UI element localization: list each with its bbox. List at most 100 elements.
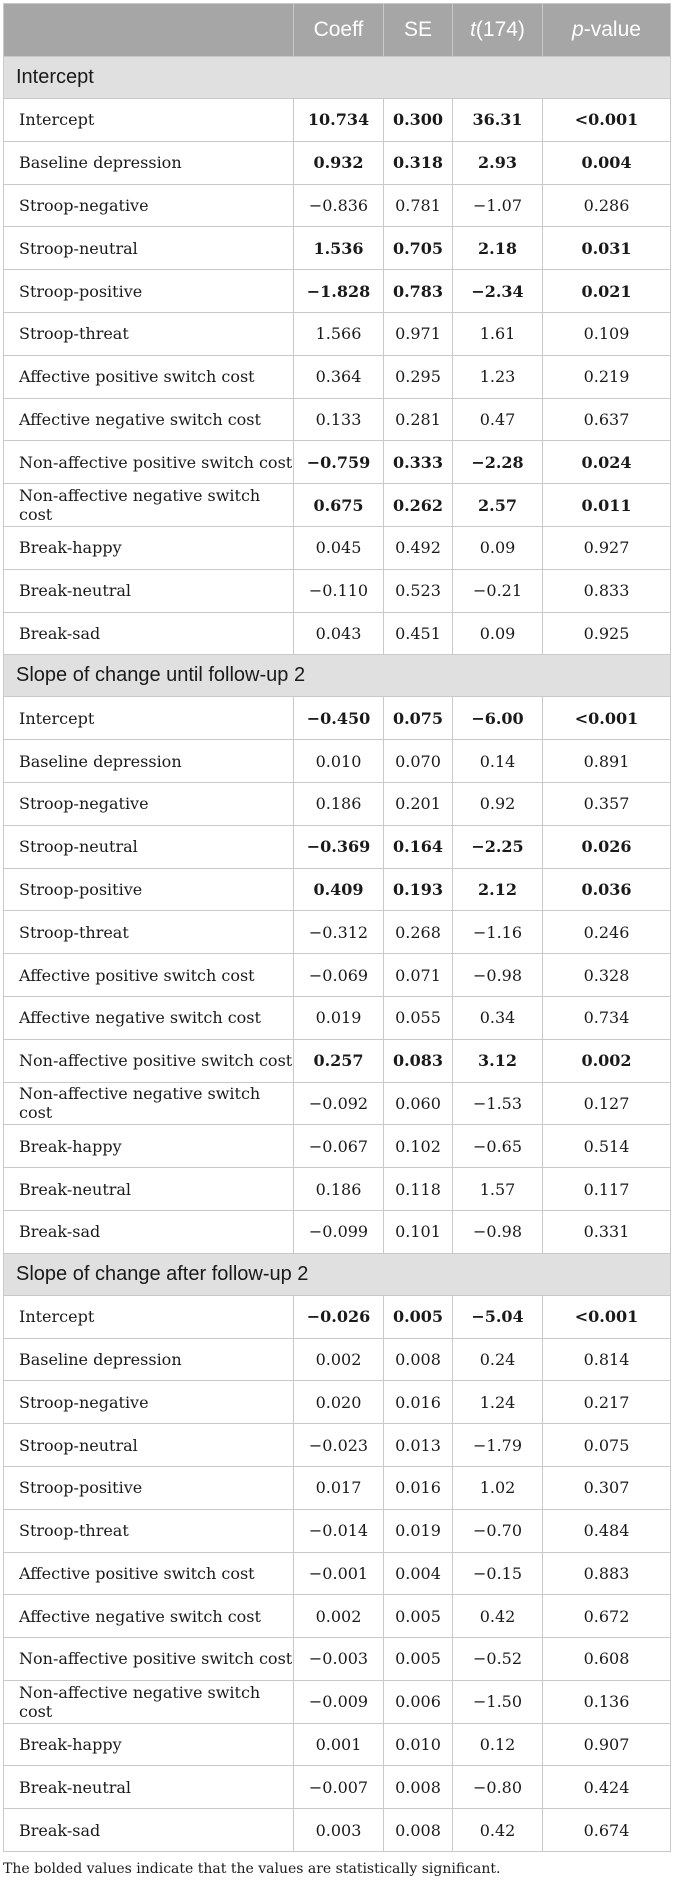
- table-row: Break-neutral 0.186 0.118 1.57 0.117: [3, 1167, 671, 1211]
- section-header-row: Intercept: [3, 56, 671, 99]
- row-label: Affective positive switch cost: [3, 953, 294, 997]
- t-cell: 3.12: [452, 1038, 543, 1083]
- row-label: Intercept: [3, 1294, 294, 1339]
- header-label-column: [3, 3, 294, 57]
- t-cell: −0.15: [452, 1551, 543, 1596]
- row-label: Non-affective positive switch cost: [3, 440, 294, 485]
- t-cell: −0.52: [452, 1637, 543, 1681]
- se-cell: 0.333: [383, 440, 453, 485]
- t-cell: 1.02: [452, 1465, 543, 1510]
- coeff-cell: −0.759: [293, 440, 384, 485]
- table-row: Non-affective negative switch cost 0.675 0…: [3, 483, 671, 527]
- row-label: Non-affective positive switch cost: [3, 1038, 294, 1083]
- row-label: Stroop-positive: [3, 1465, 294, 1510]
- se-cell: 0.004: [383, 1551, 453, 1596]
- table-row: Non-affective positive switch cost −0.759…: [3, 440, 671, 485]
- table-row: Stroop-negative 0.186 0.201 0.92 0.357: [3, 781, 671, 826]
- p-value-cell: 0.833: [542, 568, 671, 613]
- p-value-cell: 0.883: [542, 1551, 671, 1596]
- t-cell: 0.12: [452, 1722, 543, 1767]
- table-row: Break-neutral −0.007 0.008 −0.80 0.424: [3, 1765, 671, 1810]
- row-label: Affective negative switch cost: [3, 1594, 294, 1639]
- p-value-cell: 0.608: [542, 1637, 671, 1681]
- t-cell: −5.04: [452, 1294, 543, 1339]
- t-cell: 0.14: [452, 739, 543, 783]
- table-row: Stroop-threat −0.312 0.268 −1.16 0.246: [3, 910, 671, 955]
- row-label: Break-neutral: [3, 568, 294, 613]
- header-p-value: p-value: [542, 3, 671, 57]
- se-cell: 0.008: [383, 1337, 453, 1382]
- table-row: Break-sad 0.003 0.008 0.42 0.674: [3, 1808, 671, 1853]
- p-value-cell: <0.001: [542, 1294, 671, 1339]
- p-value-cell: 0.004: [542, 140, 671, 185]
- t-cell: 2.57: [452, 483, 543, 527]
- row-label: Non-affective positive switch cost: [3, 1637, 294, 1681]
- coeff-cell: −0.069: [293, 953, 384, 997]
- table-row: Baseline depression 0.010 0.070 0.14 0.891: [3, 739, 671, 783]
- coeff-cell: −0.099: [293, 1209, 384, 1254]
- table-row: Affective negative switch cost 0.133 0.281…: [3, 397, 671, 442]
- coeff-cell: −0.003: [293, 1637, 384, 1681]
- row-label: Intercept: [3, 696, 294, 741]
- t-cell: 0.09: [452, 611, 543, 656]
- p-value-cell: 0.484: [542, 1508, 671, 1553]
- se-cell: 0.071: [383, 953, 453, 997]
- p-value-cell: <0.001: [542, 98, 671, 142]
- table-row: Stroop-neutral −0.023 0.013 −1.79 0.075: [3, 1423, 671, 1467]
- t-cell: −1.50: [452, 1679, 543, 1724]
- table-row: Stroop-threat −0.014 0.019 −0.70 0.484: [3, 1508, 671, 1553]
- table-row: Affective positive switch cost 0.364 0.295…: [3, 354, 671, 399]
- p-value-cell: <0.001: [542, 696, 671, 741]
- se-cell: 0.451: [383, 611, 453, 656]
- coeff-cell: 0.133: [293, 397, 384, 442]
- coeff-cell: 0.003: [293, 1808, 384, 1853]
- table-row: Affective positive switch cost −0.069 0.07…: [3, 953, 671, 997]
- se-cell: 0.705: [383, 226, 453, 271]
- p-value-cell: 0.117: [542, 1167, 671, 1211]
- t-cell: −2.25: [452, 824, 543, 869]
- row-label: Break-happy: [3, 1722, 294, 1767]
- p-value-cell: 0.674: [542, 1808, 671, 1853]
- p-value-cell: 0.127: [542, 1081, 671, 1126]
- table-row: Non-affective positive switch cost −0.003…: [3, 1637, 671, 1681]
- se-cell: 0.300: [383, 98, 453, 142]
- se-cell: 0.016: [383, 1380, 453, 1425]
- p-value-cell: 0.424: [542, 1765, 671, 1810]
- table-row: Stroop-neutral −0.369 0.164 −2.25 0.026: [3, 824, 671, 869]
- se-cell: 0.005: [383, 1637, 453, 1681]
- se-cell: 0.971: [383, 311, 453, 356]
- se-cell: 0.193: [383, 867, 453, 912]
- table-header: Coeff SE t(174) p-value: [3, 3, 671, 57]
- se-cell: 0.201: [383, 781, 453, 826]
- p-value-cell: 0.109: [542, 311, 671, 356]
- coeff-cell: 0.002: [293, 1337, 384, 1382]
- t-cell: −0.80: [452, 1765, 543, 1810]
- section-title: Slope of change until follow-up 2: [3, 654, 671, 698]
- section-title: Slope of change after follow-up 2: [3, 1252, 671, 1296]
- se-cell: 0.783: [383, 269, 453, 313]
- row-label: Affective positive switch cost: [3, 1551, 294, 1596]
- t-cell: 0.47: [452, 397, 543, 442]
- coeff-cell: −0.836: [293, 183, 384, 228]
- t-cell: 1.24: [452, 1380, 543, 1425]
- se-cell: 0.102: [383, 1124, 453, 1169]
- t-cell: −1.53: [452, 1081, 543, 1126]
- row-label: Affective positive switch cost: [3, 354, 294, 399]
- table-row: Affective negative switch cost 0.019 0.055…: [3, 995, 671, 1040]
- se-cell: 0.006: [383, 1679, 453, 1724]
- coeff-cell: −0.092: [293, 1081, 384, 1126]
- se-cell: 0.318: [383, 140, 453, 185]
- se-cell: 0.070: [383, 739, 453, 783]
- t-cell: −1.79: [452, 1423, 543, 1467]
- table-row: Baseline depression 0.932 0.318 2.93 0.004: [3, 140, 671, 185]
- row-label: Stroop-negative: [3, 183, 294, 228]
- t-cell: −1.07: [452, 183, 543, 228]
- row-label: Break-neutral: [3, 1167, 294, 1211]
- se-cell: 0.010: [383, 1722, 453, 1767]
- coeff-cell: 0.932: [293, 140, 384, 185]
- se-cell: 0.281: [383, 397, 453, 442]
- t-cell: 0.34: [452, 995, 543, 1040]
- regression-table: Coeff SE t(174) p-value Intercept Interce…: [3, 3, 671, 1853]
- se-cell: 0.008: [383, 1765, 453, 1810]
- se-cell: 0.008: [383, 1808, 453, 1853]
